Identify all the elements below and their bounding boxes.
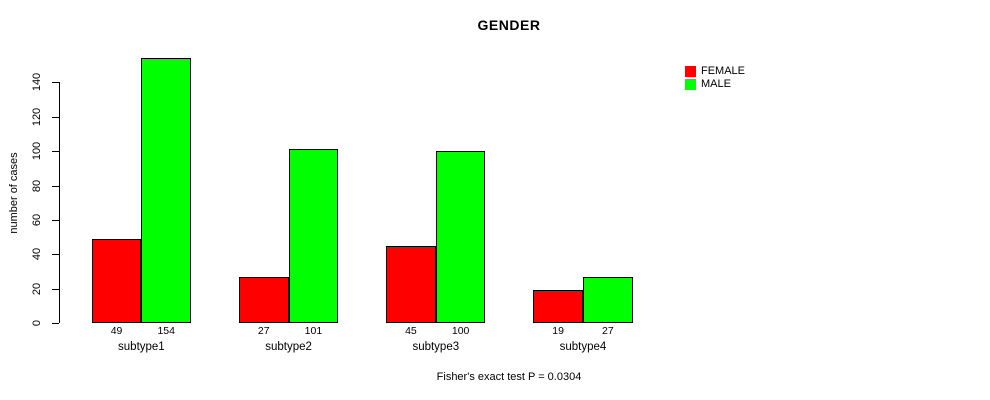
x-category-label: subtype1: [118, 341, 165, 353]
bar-male-subtype4: [583, 276, 633, 323]
bar-female-subtype2: [238, 276, 289, 323]
bar-value-label: 45: [405, 325, 417, 337]
y-tick-label: 80: [31, 179, 43, 192]
y-tick: [52, 185, 59, 187]
legend: FEMALE MALE: [685, 66, 745, 90]
y-tick-label: 20: [31, 282, 43, 295]
y-axis-line: [59, 82, 60, 323]
x-category-label: subtype3: [412, 341, 460, 353]
y-tick: [52, 219, 59, 221]
bar-male-subtype2: [288, 149, 339, 323]
bar-value-label: 27: [602, 325, 614, 337]
y-tick: [52, 323, 59, 324]
y-tick-label: 60: [31, 213, 43, 226]
bar-female-subtype3: [386, 245, 436, 323]
legend-item-female: FEMALE: [685, 66, 745, 77]
male-swatch: [685, 79, 696, 90]
y-tick-label: 120: [31, 107, 43, 126]
x-category-label: subtype2: [265, 341, 312, 353]
bar-value-label: 101: [304, 325, 323, 337]
y-tick-label: 140: [31, 73, 43, 92]
x-category-label: subtype4: [559, 341, 607, 353]
y-tick-label: 0: [31, 319, 43, 327]
bar-male-subtype3: [435, 151, 486, 323]
bar-value-label: 100: [451, 325, 470, 337]
footnote: Fisher's exact test P = 0.0304: [436, 371, 582, 383]
legend-label-female: FEMALE: [701, 65, 746, 77]
y-tick-label: 40: [31, 248, 43, 261]
y-axis-title: number of cases: [8, 152, 20, 234]
y-tick-label: 100: [31, 141, 43, 161]
y-tick: [52, 151, 59, 153]
bar-female-subtype4: [533, 290, 583, 323]
bar-value-label: 27: [257, 325, 270, 337]
bar-value-label: 154: [157, 325, 175, 337]
y-tick: [52, 254, 59, 256]
y-tick: [52, 82, 59, 84]
bar-value-label: 49: [110, 325, 123, 337]
legend-item-male: MALE: [685, 79, 745, 90]
female-swatch: [685, 66, 696, 77]
bar-male-subtype1: [141, 58, 192, 323]
bar-female-subtype1: [91, 238, 142, 323]
y-tick: [52, 288, 59, 290]
legend-label-male: MALE: [701, 78, 731, 90]
bar-value-label: 19: [552, 325, 564, 337]
y-tick: [52, 116, 59, 118]
chart-title: GENDER: [477, 17, 541, 33]
